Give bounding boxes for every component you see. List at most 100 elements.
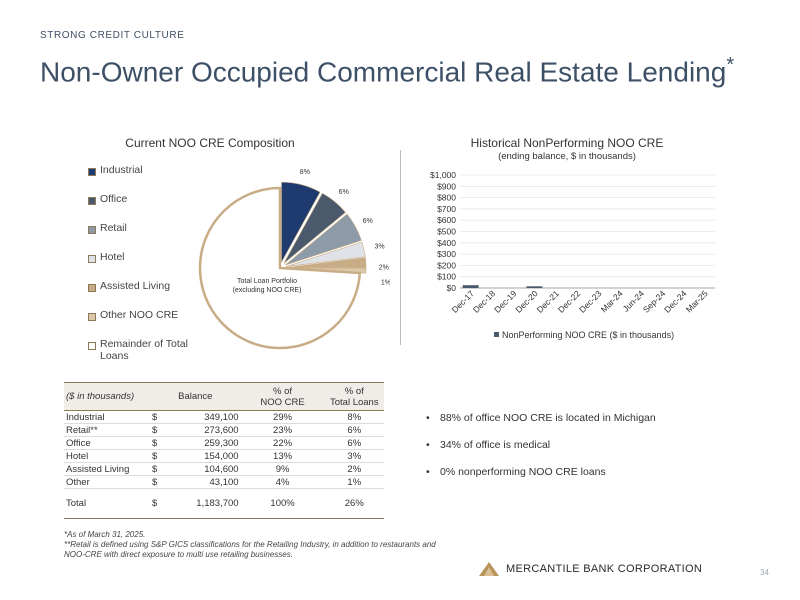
table-row: Other $43,100 4% 1% (64, 475, 384, 489)
pie-slice-office (283, 192, 346, 264)
row-balance: 43,100 (166, 475, 241, 489)
row-currency: $ (150, 449, 166, 463)
legend-item: Office (88, 193, 208, 222)
pie-chart-title: Current NOO CRE Composition (125, 136, 295, 150)
row-currency: $ (150, 462, 166, 476)
bar-mark (462, 285, 479, 288)
row-label: Retail** (64, 423, 150, 437)
bar-x-tick-label: Dec-18 (471, 288, 498, 315)
bar-mark (526, 286, 543, 288)
table-header: % of Total Loans (329, 385, 379, 408)
footnote: *As of March 31, 2025. (64, 530, 146, 539)
bar-y-tick-label: $200 (437, 260, 456, 270)
row-pct-total: 1% (324, 475, 384, 489)
total-pct-total: 26% (344, 498, 364, 509)
bullet-text: 88% of office NOO CRE is located in Mich… (440, 412, 656, 424)
bar-x-tick-label: Dec-22 (556, 288, 583, 315)
bar-x-tick-label: Sep-24 (641, 288, 668, 315)
table-row: Retail** $273,600 23% 6% (64, 423, 384, 437)
table-header: % of NOO CRE (260, 385, 305, 408)
bar-chart-title: Historical NonPerforming NOO CRE (470, 136, 664, 150)
bar-x-tick-label: Dec-20 (513, 288, 540, 315)
legend-swatch (88, 226, 96, 234)
legend-swatch (88, 313, 96, 321)
bar-legend: NonPerforming NOO CRE ($ in thousands) (494, 330, 674, 340)
legend-label: Hotel (100, 251, 125, 263)
row-balance: 273,600 (166, 423, 241, 437)
bar-legend-swatch (494, 332, 499, 337)
bar-x-tick-label: Mar-25 (684, 288, 710, 314)
pie-slice-hotel (285, 241, 366, 267)
row-balance: 104,600 (166, 462, 241, 476)
row-balance: 349,100 (166, 410, 241, 424)
row-pct-noo: 23% (240, 423, 325, 437)
pie-slice-industrial (281, 181, 321, 263)
bar-y-tick-label: $1,000 (430, 170, 456, 180)
legend-item: Assisted Living (88, 280, 208, 309)
row-pct-total: 3% (324, 449, 384, 463)
pie-chart: 8% 6% 6% 3% 2% 1% Total Loan Portfolio (exclu… (198, 169, 390, 350)
company-logo: MERCANTILE BANK CORPORATION (478, 561, 702, 577)
bar-y-tick-label: $600 (437, 215, 456, 225)
row-pct-noo: 22% (240, 436, 325, 450)
legend-label: Remainder of Total Loans (100, 338, 188, 362)
table-header: ($ in thousands) (66, 391, 135, 402)
pie-data-label: 1% (381, 279, 390, 286)
legend-item: Retail (88, 222, 208, 251)
row-balance: 259,300 (166, 436, 241, 450)
bar-x-tick-label: Dec-24 (662, 288, 689, 315)
pie-center-label: Total Loan Portfolio (237, 278, 297, 285)
footnote: **Retail is defined using S&P GICS class… (64, 540, 436, 549)
pie-data-label: 8% (300, 169, 310, 176)
table-row: Industrial $349,100 29% 8% (64, 410, 384, 424)
pie-center-label: (excluding NOO CRE) (233, 287, 302, 294)
row-pct-total: 6% (324, 436, 384, 450)
row-pct-noo: 4% (240, 475, 325, 489)
noo-cre-table: ($ in thousands) Balance % of NOO CRE % o… (64, 382, 384, 519)
title-footnote-mark: * (726, 54, 735, 76)
bar-x-tick-label: Dec-21 (535, 288, 562, 315)
legend-swatch (88, 197, 96, 205)
pie-data-label: 6% (339, 189, 349, 196)
legend-label: Industrial (100, 164, 143, 176)
pie-slice-retail (285, 213, 362, 266)
bar-y-tick-label: $700 (437, 204, 456, 214)
bar-legend-label: NonPerforming NOO CRE ($ in thousands) (502, 330, 674, 340)
total-balance: 1,183,700 (196, 498, 239, 509)
row-pct-noo: 13% (240, 449, 325, 463)
bar-y-tick-label: $800 (437, 193, 456, 203)
bullet-item: • 0% nonperforming NOO CRE loans (426, 466, 656, 493)
legend-label: Office (100, 193, 128, 205)
pie-data-label: 6% (363, 218, 373, 225)
legend-swatch (88, 342, 96, 350)
row-pct-total: 6% (324, 423, 384, 437)
logo-triangle-icon (479, 562, 499, 576)
row-label: Hotel (64, 449, 150, 463)
key-points: • 88% of office NOO CRE is located in Mic… (426, 412, 656, 493)
chart-divider (400, 150, 401, 345)
legend-label: Other NOO CRE (100, 309, 179, 321)
row-pct-noo: 29% (240, 410, 325, 424)
legend-swatch (88, 284, 96, 292)
pie-data-label: 2% (379, 264, 389, 271)
bullet-item: • 34% of office is medical (426, 439, 656, 466)
bar-x-tick-label: Dec-19 (492, 288, 519, 315)
table-row: Office $259,300 22% 6% (64, 436, 384, 450)
company-name: MERCANTILE BANK CORPORATION (506, 563, 703, 575)
total-pct-noo: 100% (270, 498, 295, 509)
pie-legend: Industrial Office Retail Hotel Assisted … (88, 164, 208, 367)
table-total-row: Total $1,183,700 100% 26% (64, 488, 384, 519)
bar-x-tick-label: Mar-24 (599, 288, 625, 314)
pie-data-label: 3% (374, 244, 384, 251)
legend-label: Retail (100, 222, 127, 234)
legend-swatch (88, 255, 96, 263)
bullet-item: • 88% of office NOO CRE is located in Mic… (426, 412, 656, 439)
row-label: Other (64, 475, 150, 489)
bar-chart-subtitle: (ending balance, $ in thousands) (498, 151, 636, 162)
legend-item: Hotel (88, 251, 208, 280)
bar-x-tick-label: Dec-23 (577, 288, 604, 315)
bar-y-tick-label: $300 (437, 249, 456, 259)
total-currency: $ (152, 498, 158, 509)
row-currency: $ (150, 475, 166, 489)
table-row: Assisted Living $104,600 9% 2% (64, 462, 384, 476)
